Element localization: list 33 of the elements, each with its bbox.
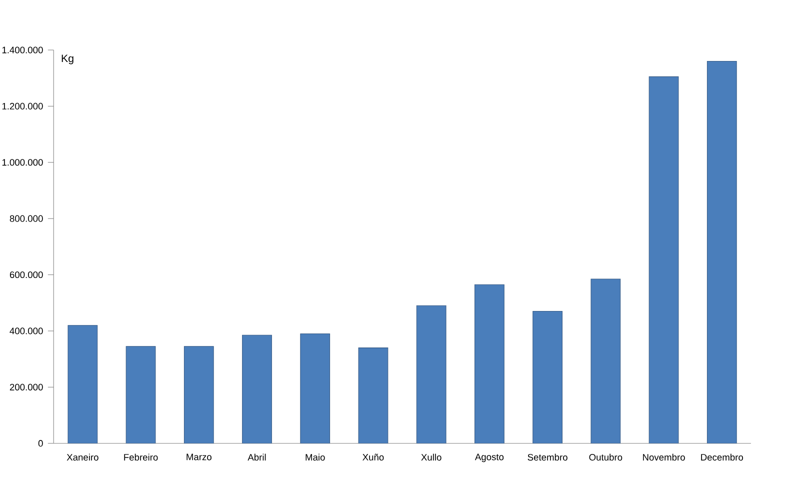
bar	[706, 60, 737, 444]
bar	[358, 348, 388, 444]
x-tick-label: Marzo	[186, 454, 212, 460]
y-tick-label: 0	[38, 440, 43, 447]
y-tick-label: 200.000	[10, 384, 43, 390]
x-tick-label: Outubro	[589, 454, 622, 461]
y-tick-label: 600.000	[10, 271, 43, 278]
bar	[474, 284, 504, 444]
x-tick-label: Decembro	[701, 454, 744, 461]
bar	[532, 311, 562, 444]
bar	[416, 305, 446, 444]
x-tick-label: Maio	[306, 454, 325, 461]
x-tick-label: Setembro	[528, 454, 568, 461]
y-tick-label: 400.000	[10, 328, 43, 334]
bar	[648, 76, 679, 444]
x-tick-label: Novembro	[643, 454, 685, 461]
y-tick-label: 1.000.000	[2, 159, 43, 166]
x-tick-label: Xaneiro	[66, 454, 98, 461]
x-tick-label: Febreiro	[124, 454, 158, 461]
bar	[184, 346, 214, 444]
y-tick-label: 1.400.000	[2, 46, 43, 54]
bar	[126, 346, 156, 444]
x-tick-label: Xuño	[362, 454, 384, 461]
bar	[68, 325, 98, 444]
y-axis-title: Kg	[62, 54, 74, 64]
x-tick-label: Agosto	[474, 454, 504, 462]
y-tick-label: 800.000	[10, 215, 43, 222]
bar	[590, 278, 621, 444]
y-tick-label: 1.200.000	[2, 102, 43, 110]
x-tick-label: Abril	[248, 454, 266, 461]
bar	[300, 333, 330, 444]
x-tick-label: Xullo	[421, 454, 442, 461]
bar	[242, 334, 272, 444]
